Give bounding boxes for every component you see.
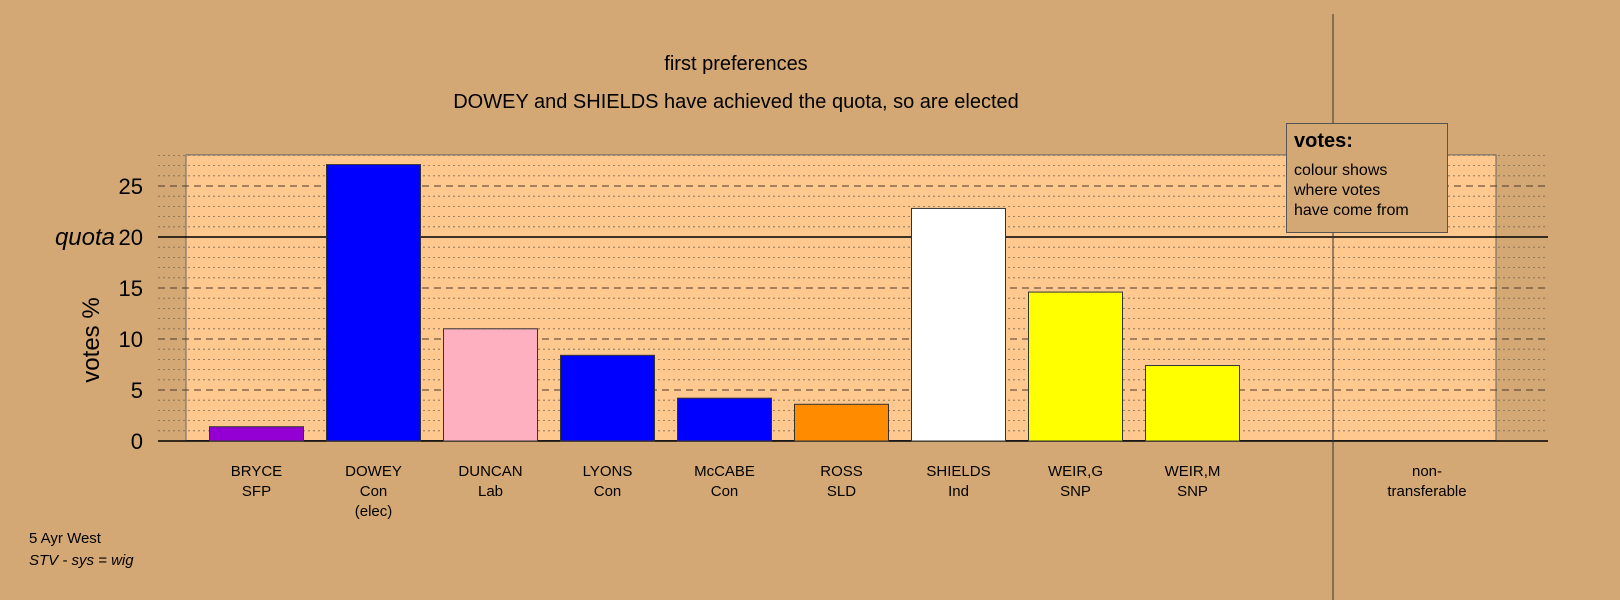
bar-weir-g bbox=[1028, 291, 1123, 442]
bar-bryce bbox=[209, 426, 304, 442]
candidate-name-label: LYONS bbox=[583, 463, 633, 480]
bar-weir-m bbox=[1145, 365, 1240, 442]
bar-ross bbox=[794, 403, 889, 442]
chart-subtitle: DOWEY and SHIELDS have achieved the quot… bbox=[453, 91, 1019, 113]
nontransferable-label: non- bbox=[1412, 463, 1442, 480]
chart-title: first preferences bbox=[664, 53, 807, 75]
party-label: SFP bbox=[242, 483, 271, 500]
candidate-name-label: DOWEY bbox=[345, 463, 402, 480]
party-label: Lab bbox=[478, 483, 503, 500]
candidate-name-label: ROSS bbox=[820, 463, 863, 480]
legend-text: colour shows where votes have come from bbox=[1294, 162, 1409, 219]
elected-note-label: (elec) bbox=[355, 503, 393, 520]
bar-mccabe bbox=[677, 397, 772, 442]
candidate-name-label: WEIR,G bbox=[1048, 463, 1103, 480]
legend-title: votes: bbox=[1294, 130, 1353, 152]
y-axis-label: votes % bbox=[78, 297, 105, 382]
bar-duncan bbox=[443, 328, 538, 442]
candidate-name-label: BRYCE bbox=[231, 463, 282, 480]
party-label: Ind bbox=[948, 483, 969, 500]
legend-box: votes: colour shows where votes have com… bbox=[1286, 123, 1448, 233]
party-label: Con bbox=[594, 483, 622, 500]
candidate-name-label: SHIELDS bbox=[926, 463, 990, 480]
system-label: STV - sys = wig bbox=[29, 552, 134, 569]
y-tick-label: 5 bbox=[131, 378, 143, 403]
constituency-label: 5 Ayr West bbox=[29, 530, 101, 547]
party-label: SNP bbox=[1060, 483, 1091, 500]
quota-label: quota bbox=[55, 224, 115, 251]
candidate-name-label: DUNCAN bbox=[458, 463, 522, 480]
y-tick-label: 0 bbox=[131, 429, 143, 454]
party-label: SNP bbox=[1177, 483, 1208, 500]
party-label: SLD bbox=[827, 483, 856, 500]
y-tick-label: 20 bbox=[119, 225, 143, 250]
y-tick-label: 15 bbox=[119, 276, 143, 301]
candidate-name-label: McCABE bbox=[694, 463, 755, 480]
bar-dowey bbox=[326, 164, 421, 442]
bar-lyons bbox=[560, 354, 655, 442]
party-label: Con bbox=[360, 483, 388, 500]
y-tick-label: 25 bbox=[119, 174, 143, 199]
y-tick-label: 10 bbox=[119, 327, 143, 352]
nontransferable-label: transferable bbox=[1387, 483, 1466, 500]
bar-shields bbox=[911, 207, 1006, 442]
party-label: Con bbox=[711, 483, 739, 500]
candidate-name-label: WEIR,M bbox=[1165, 463, 1221, 480]
